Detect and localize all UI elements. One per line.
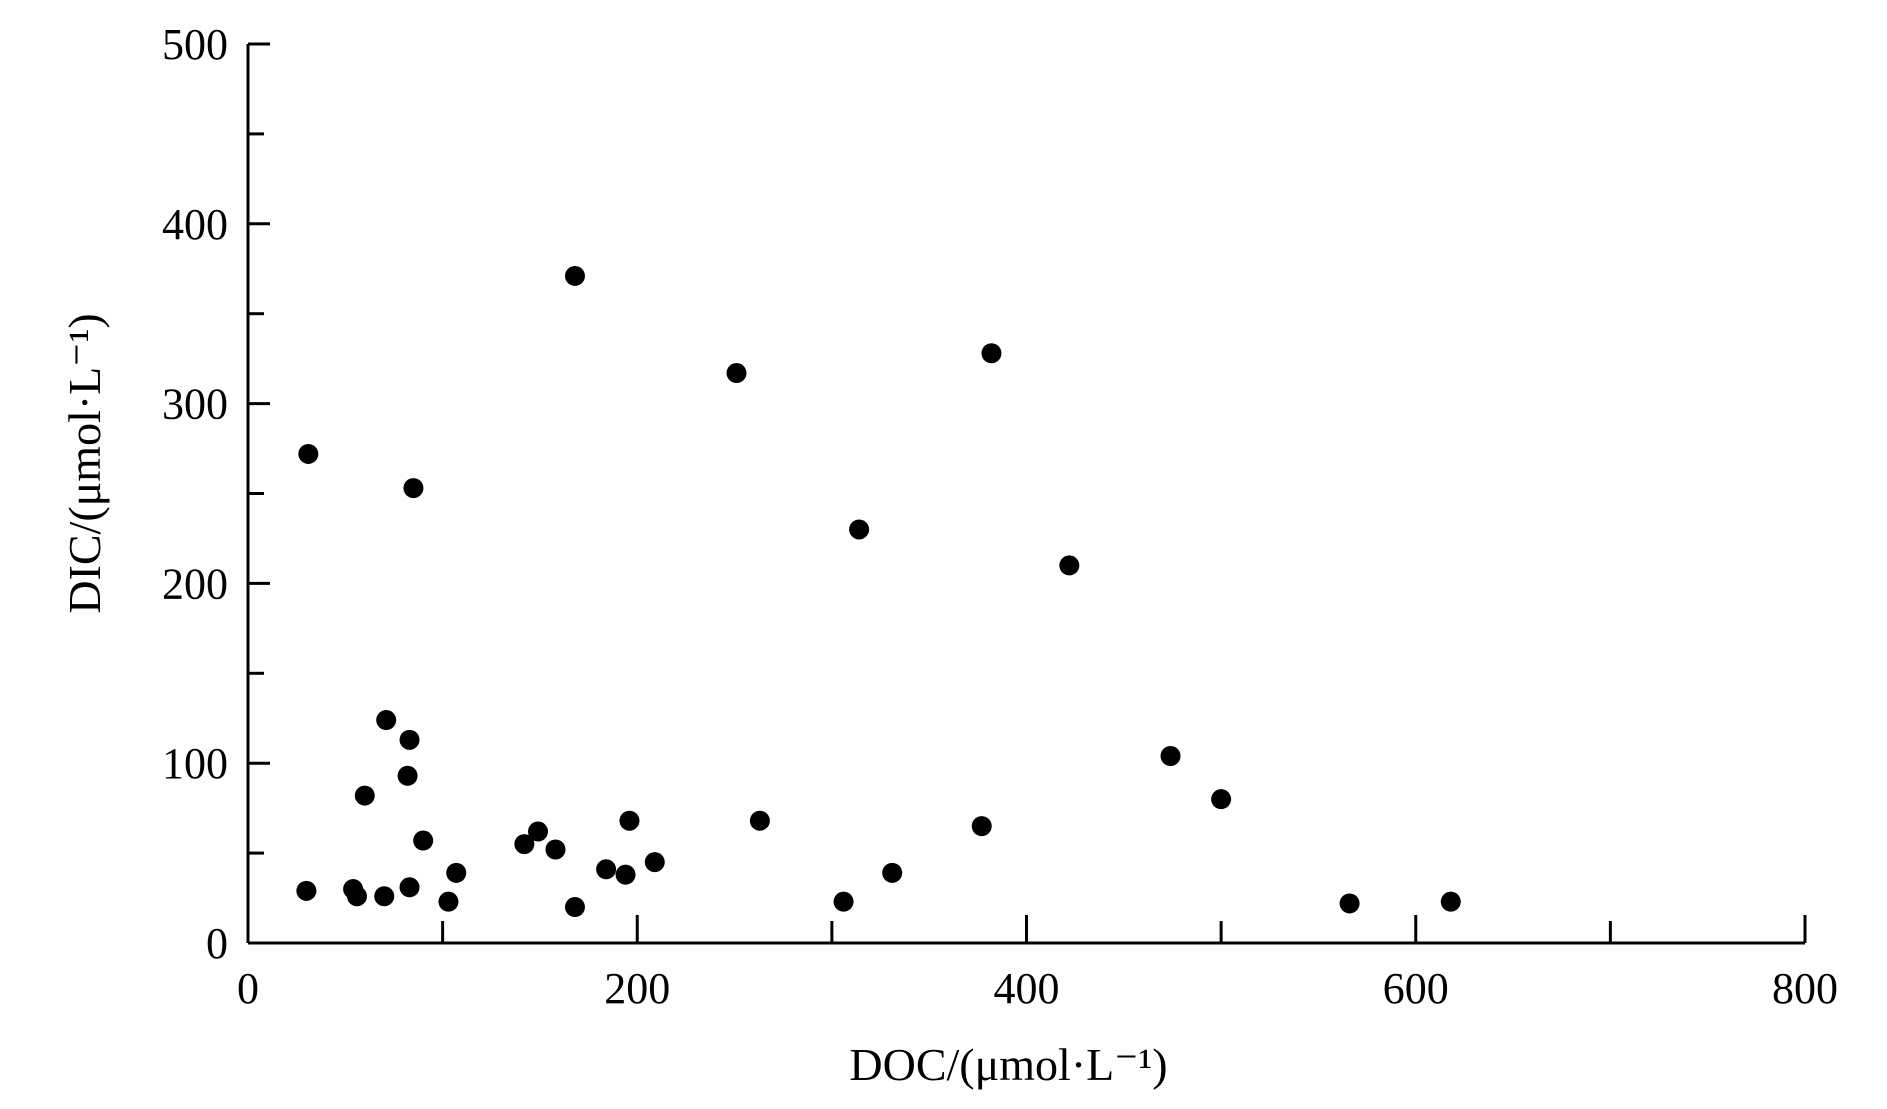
- data-point: [545, 839, 566, 860]
- data-point: [726, 363, 747, 384]
- data-point: [438, 891, 459, 912]
- y-tick-label: 500: [162, 20, 228, 69]
- data-points: [296, 265, 1461, 918]
- data-point: [514, 834, 535, 855]
- data-point: [1059, 555, 1080, 576]
- data-point: [564, 897, 585, 918]
- y-axis-title: DIC/(μmol·L⁻¹): [59, 313, 110, 613]
- data-point: [346, 886, 367, 907]
- data-point: [413, 830, 434, 851]
- ticks: [246, 42, 1807, 945]
- axes: [246, 44, 1805, 945]
- data-point: [376, 710, 397, 731]
- data-point: [1160, 746, 1181, 767]
- y-tick-label: 0: [206, 919, 228, 968]
- data-point: [615, 864, 636, 885]
- data-point: [298, 443, 319, 464]
- data-point: [596, 859, 617, 880]
- y-tick-label: 100: [162, 739, 228, 788]
- y-tick-label: 400: [162, 200, 228, 249]
- data-point: [399, 729, 420, 750]
- data-point: [644, 852, 665, 873]
- data-point: [403, 478, 424, 499]
- data-point: [527, 821, 548, 842]
- data-point: [374, 886, 395, 907]
- data-point: [749, 810, 770, 831]
- data-point: [397, 765, 418, 786]
- data-point: [564, 265, 585, 286]
- data-point: [619, 810, 640, 831]
- data-point: [1211, 789, 1232, 810]
- data-point: [1339, 893, 1360, 914]
- x-tick-label: 400: [994, 964, 1060, 1013]
- data-point: [971, 816, 992, 837]
- data-point: [446, 862, 467, 883]
- data-point: [1440, 891, 1461, 912]
- x-tick-label: 800: [1772, 964, 1838, 1013]
- x-tick-label: 200: [604, 964, 670, 1013]
- x-axis-title: DOC/(μmol·L⁻¹): [849, 1039, 1167, 1090]
- data-point: [399, 877, 420, 898]
- data-point: [882, 862, 903, 883]
- tick-labels: 0 200 400 600 800 0 100 200 300 400 500: [162, 20, 1838, 1013]
- y-tick-label: 300: [162, 380, 228, 429]
- y-tick-label: 200: [162, 559, 228, 608]
- x-tick-label: 0: [237, 964, 259, 1013]
- data-point: [849, 519, 870, 540]
- data-point: [981, 343, 1002, 364]
- data-point: [354, 785, 375, 806]
- x-tick-label: 600: [1383, 964, 1449, 1013]
- data-point: [296, 880, 317, 901]
- data-point: [833, 891, 854, 912]
